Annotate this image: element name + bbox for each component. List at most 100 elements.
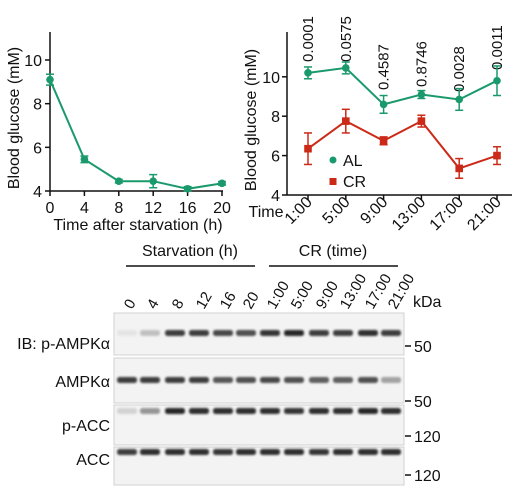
blot-band	[140, 377, 160, 383]
legend-cr-marker	[329, 178, 337, 185]
blot-membrane	[113, 312, 405, 356]
blot-band	[236, 449, 256, 455]
blot-band	[381, 449, 401, 455]
y-tick-label: 8	[33, 97, 42, 114]
data-point-al	[417, 90, 426, 99]
blot-band	[117, 377, 137, 383]
y-tick-label: 4	[271, 188, 280, 205]
lane-label: 1:00	[264, 278, 293, 312]
x-tick-label: 13:00	[389, 194, 429, 234]
blot-band	[381, 408, 401, 414]
blot-band	[165, 408, 185, 414]
p-value-label: 0.0001	[300, 16, 317, 62]
y-tick-label: 10	[262, 70, 280, 87]
p-value-label: 0.8746	[413, 41, 430, 87]
legend-al-label: AL	[343, 153, 363, 170]
data-point	[46, 75, 54, 84]
blot-membrane	[113, 404, 405, 446]
lane-label: 12	[193, 289, 216, 312]
lane-label: 8	[169, 296, 188, 312]
blot-band	[333, 408, 353, 414]
blot-band	[236, 377, 256, 383]
blot-band	[117, 408, 137, 414]
data-point	[218, 179, 226, 188]
blot-row: ACC 120	[76, 446, 441, 486]
lane-label: 20	[240, 289, 263, 312]
y-axis-label: Blood glucose (mM)	[243, 49, 260, 191]
y-axis-label: Blood glucose (mM)	[6, 47, 23, 189]
data-point-al	[379, 100, 388, 109]
data-point	[80, 155, 89, 164]
blot-band	[333, 330, 353, 336]
blot-band	[236, 330, 256, 336]
p-value-label: 0.4587	[376, 44, 393, 90]
x-tick-label: 5:00	[320, 194, 354, 228]
x-tick-label: 17:00	[427, 194, 467, 234]
blot-band	[284, 408, 304, 414]
data-point-cr	[493, 151, 501, 160]
blot-band	[309, 408, 329, 414]
x-tick-label: 1:00	[282, 194, 316, 228]
mw-marker-label: 120	[414, 468, 441, 485]
blot-band	[333, 377, 353, 383]
x-axis-label: Time	[249, 204, 284, 221]
x-tick-label: 12	[144, 200, 162, 217]
blot-band	[213, 377, 233, 383]
series-line	[49, 79, 223, 190]
lane-label: 5:00	[288, 278, 317, 312]
data-point-cr	[379, 137, 388, 145]
blot-band	[140, 330, 160, 336]
kda-label: kDa	[413, 294, 442, 311]
x-tick-label: 0	[46, 200, 55, 217]
blot-band	[358, 330, 378, 336]
x-tick-label: 8	[114, 200, 123, 217]
blot-band	[358, 408, 378, 414]
lane-label: 0	[121, 296, 140, 312]
blot-row: IB: p-AMPKα 50	[17, 312, 432, 356]
series-line-al	[307, 66, 498, 106]
x-tick-label: 9:00	[357, 194, 391, 228]
starvation-group-label: Starvation (h)	[142, 243, 238, 260]
mw-marker-label: 50	[414, 394, 432, 411]
p-value-label: 0.0575	[338, 16, 355, 62]
blot-band	[260, 330, 280, 336]
legend-cr-label: CR	[343, 174, 366, 191]
blot-band	[165, 330, 185, 336]
y-tick-label: 8	[271, 109, 280, 126]
blot-band	[381, 377, 401, 383]
al-cr-glucose-chart: Blood glucose (mM) Time 4 6 8 10 1:00 5:00 9:…	[243, 16, 512, 234]
series-line-cr	[307, 119, 498, 170]
blot-band	[213, 449, 233, 455]
x-tick-label: 4	[80, 200, 89, 217]
blot-band	[140, 449, 160, 455]
blot-band	[117, 330, 137, 336]
blot-band	[189, 330, 209, 336]
blot-row: p-ACC 120	[62, 404, 441, 446]
data-point-cr	[455, 164, 463, 173]
data-point	[149, 177, 157, 185]
blot-band	[284, 377, 304, 383]
blot-row-label: IB: p-AMPKα	[17, 336, 110, 353]
blot-row-label: AMPKα	[55, 374, 110, 391]
blot-band	[309, 449, 329, 455]
data-point-cr	[304, 144, 312, 153]
blot-row-label: ACC	[76, 452, 110, 469]
blot-band	[284, 449, 304, 455]
blot-band	[309, 330, 329, 336]
blot-band	[165, 449, 185, 455]
blot-membrane	[113, 357, 405, 404]
y-tick-label: 4	[33, 184, 42, 201]
blot-band	[358, 449, 378, 455]
blot-band	[189, 449, 209, 455]
data-point-al	[493, 76, 501, 85]
starvation-glucose-chart: Blood glucose (mM) Time after starvation…	[6, 32, 231, 234]
cr-group-label: CR (time)	[299, 243, 367, 260]
blot-band	[309, 377, 329, 383]
blot-band	[260, 449, 280, 455]
data-point-cr	[417, 117, 426, 125]
blot-band	[117, 449, 137, 455]
blot-band	[260, 408, 280, 414]
data-point	[115, 177, 123, 185]
x-axis-label: Time after starvation (h)	[53, 217, 222, 234]
